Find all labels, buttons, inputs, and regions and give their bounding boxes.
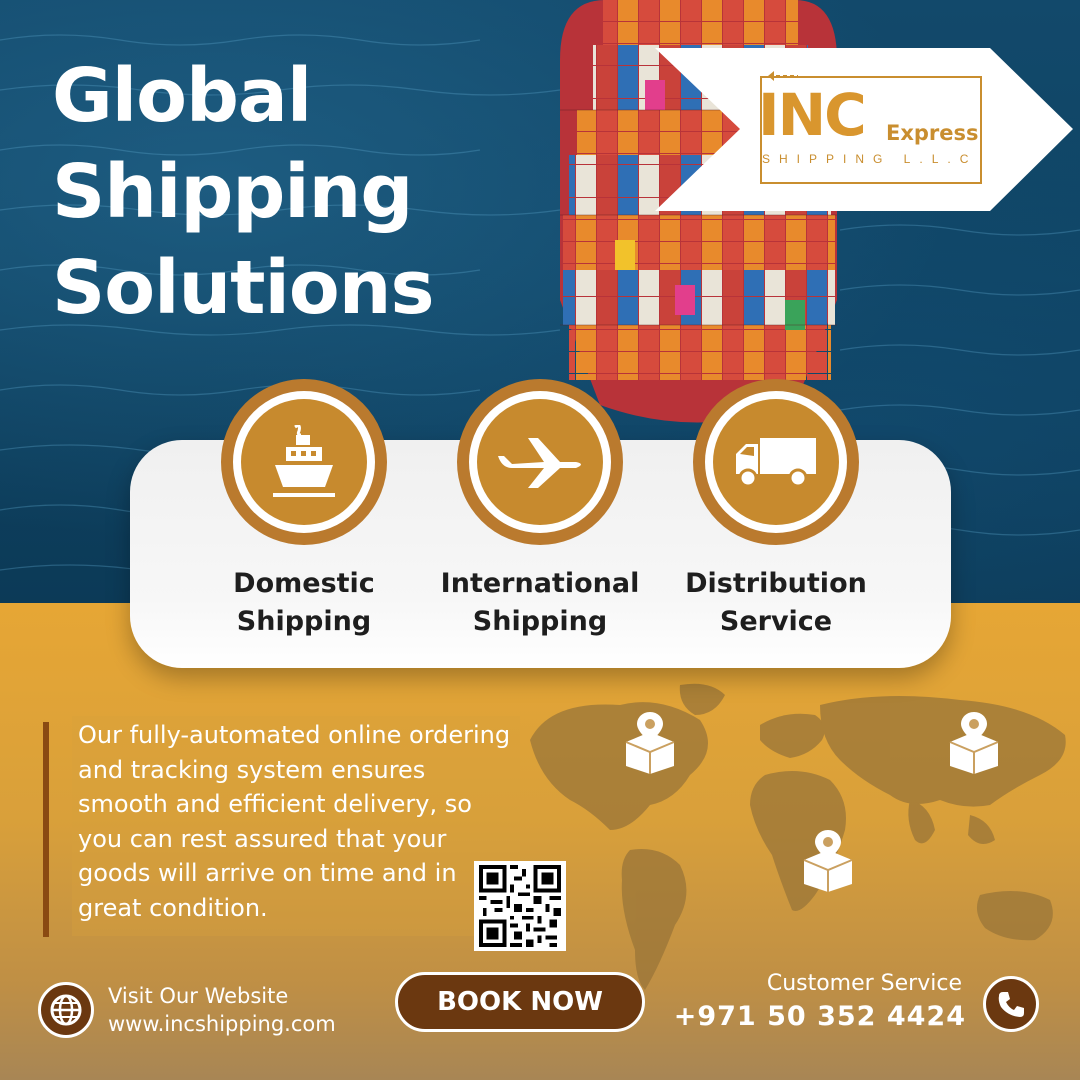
service-label-international: International Shipping (430, 565, 650, 641)
description-accent-bar (43, 722, 49, 937)
headline-line-1: Global (52, 53, 312, 139)
phone-icon (998, 992, 1024, 1017)
service-label-line-1: Domestic (233, 568, 375, 599)
qr-code[interactable] (474, 861, 566, 951)
service-distribution-circle (713, 399, 839, 525)
service-label-line-2: Service (719, 606, 833, 637)
website-label: Visit Our Website (108, 984, 289, 1008)
service-domestic-circle (241, 399, 367, 525)
logo-frame (760, 76, 982, 184)
description-panel (72, 716, 520, 936)
description-line: Our fully-automated online ordering (78, 721, 511, 749)
description-line: smooth and efficient delivery, so (78, 790, 472, 818)
description-line: you can rest assured that your (78, 824, 447, 853)
logo-express: Express (886, 121, 979, 145)
headline-line-3: Solutions (52, 245, 435, 331)
airplane-icon (498, 438, 581, 488)
book-now-button[interactable]: BOOK NOW (395, 972, 645, 1032)
service-label-line-2: Shipping (236, 606, 372, 637)
service-domestic-badge[interactable] (221, 379, 387, 545)
service-label-distribution: Distribution Service (666, 565, 886, 641)
service-label-line-1: Distribution (685, 568, 867, 599)
customer-service-label: Customer Service (766, 971, 962, 996)
ship-icon (273, 425, 335, 497)
logo-arrow-banner (655, 48, 1073, 211)
phone-number[interactable]: +971 50 352 4424 (673, 1001, 966, 1032)
description-text: Our fully-automated online ordering and … (78, 718, 538, 925)
description-line: and tracking system ensures (78, 755, 426, 784)
package-pin-icon (803, 830, 853, 892)
world-map (530, 683, 1066, 990)
logo-inc: INC (758, 81, 867, 149)
speed-lines-icon (768, 71, 798, 81)
globe-icon (50, 994, 82, 1026)
service-label-line-1: International (440, 568, 640, 599)
service-label-line-2: Shipping (472, 606, 608, 637)
headline: Global Shipping Solutions (52, 48, 522, 336)
service-label-domestic: Domestic Shipping (194, 565, 414, 641)
website-badge[interactable] (38, 982, 94, 1038)
description-line: great condition. (78, 893, 268, 922)
phone-badge[interactable] (983, 976, 1039, 1032)
truck-icon (736, 438, 816, 488)
service-international-circle (477, 399, 603, 525)
headline-line-2: Shipping (52, 149, 413, 235)
logo-tagline: SHIPPING L.L.C (762, 152, 978, 166)
package-pin-icon (625, 712, 675, 774)
website-url-link[interactable]: www.incshipping.com (108, 1012, 336, 1036)
description-line: goods will arrive on time and in (78, 859, 457, 887)
service-distribution-badge[interactable] (693, 379, 859, 545)
package-pin-icon (949, 712, 999, 774)
service-international-badge[interactable] (457, 379, 623, 545)
